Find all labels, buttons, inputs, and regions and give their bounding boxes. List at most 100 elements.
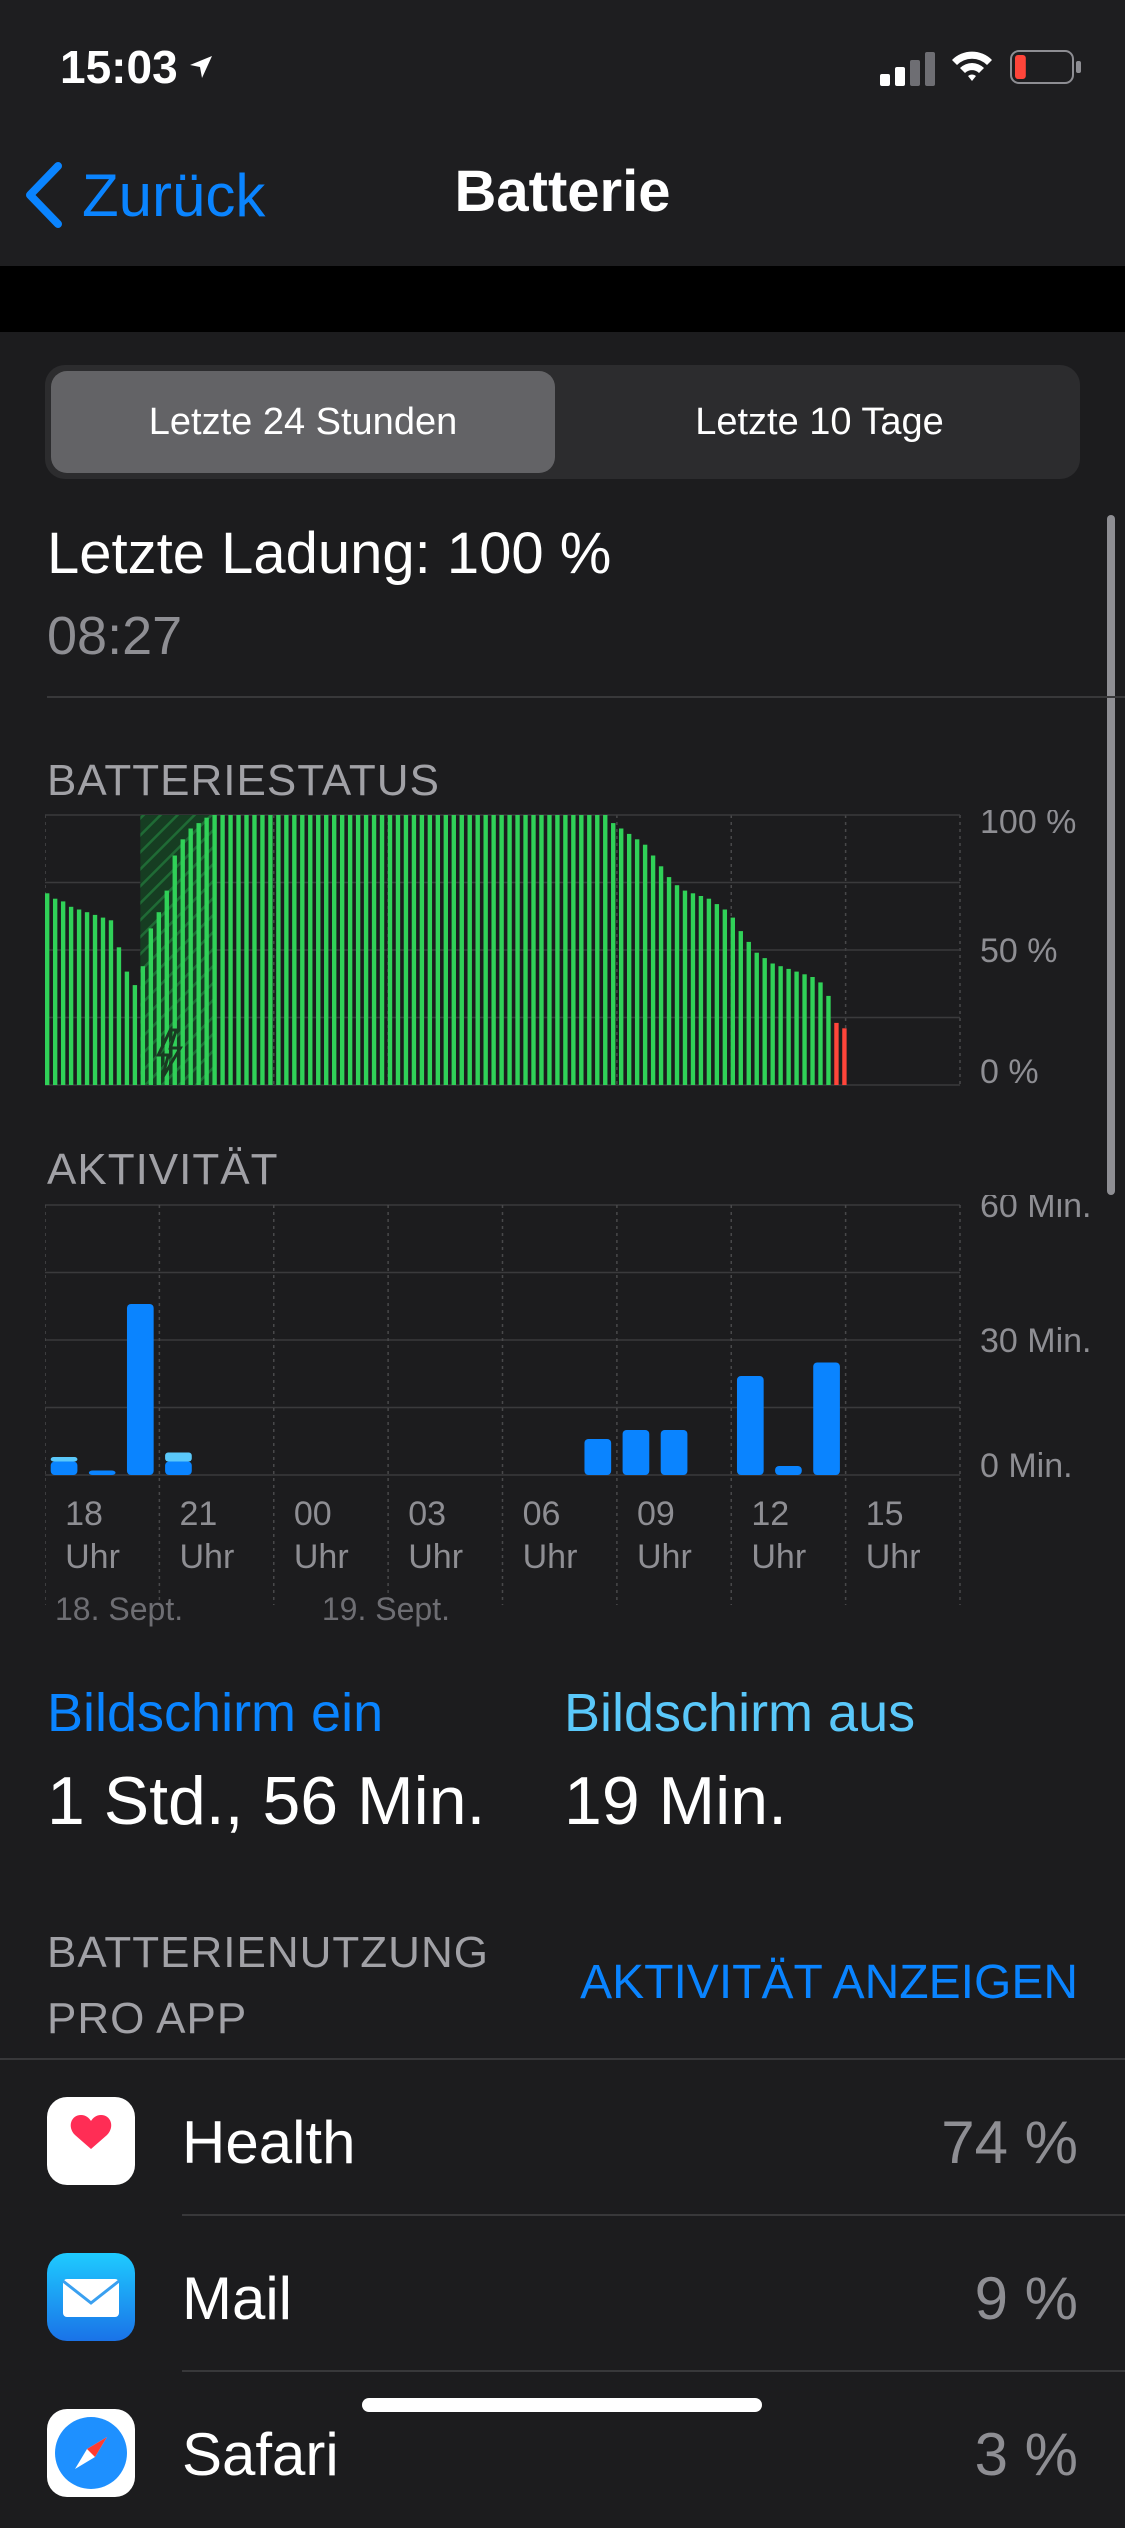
battery-bar [722, 909, 728, 1085]
battery-bar [116, 947, 122, 1085]
y-tick-label: 60 Min. [980, 1195, 1092, 1225]
x-tick-label: Uhr [866, 1538, 921, 1576]
battery-bar [252, 815, 257, 1085]
divider [182, 2370, 1125, 2372]
battery-bar [52, 898, 58, 1085]
battery-bar [84, 912, 90, 1085]
battery-bar [45, 893, 50, 1085]
battery-bar [555, 815, 560, 1085]
battery-bar [467, 815, 472, 1085]
x-tick-label: 09 [637, 1495, 675, 1533]
app-name: Health [182, 2109, 356, 2176]
battery-bar [523, 815, 528, 1085]
battery-bar [778, 966, 783, 1085]
x-tick-label: Uhr [408, 1538, 463, 1576]
battery-bar [196, 823, 201, 1085]
health-heart-icon [47, 2097, 135, 2185]
battery-bar [419, 815, 425, 1085]
battery-bar [746, 941, 751, 1085]
battery-bar [148, 928, 154, 1085]
last-charge-time: 08:27 [47, 606, 183, 666]
app-row-health[interactable]: Health 74 % [0, 2060, 1125, 2216]
app-usage-list: Health 74 % Mail 9 % Safari 3 % [0, 2058, 1125, 2497]
x-tick-label: Uhr [523, 1538, 578, 1576]
battery-bar [619, 828, 624, 1085]
divider [47, 696, 1125, 698]
battery-bar [132, 985, 138, 1085]
x-tick-label: 15 [866, 1495, 904, 1533]
divider [182, 2214, 1125, 2216]
tab-last-24-hours[interactable]: Letzte 24 Stunden [51, 371, 555, 473]
battery-bar [802, 974, 807, 1085]
battery-icon [1010, 50, 1082, 89]
battery-bar [483, 815, 488, 1085]
activity-chart: 60 Min. 30 Min. 0 Min. 18 Uhr 21 Uhr 00 Uhr 03 Uhr… [45, 1195, 1092, 1627]
battery-bar [626, 833, 632, 1085]
app-row-safari[interactable]: Safari 3 % [0, 2372, 1125, 2528]
scrollbar[interactable] [1107, 515, 1115, 1195]
activity-bar-screen-on [660, 1430, 688, 1475]
battery-bar [650, 855, 656, 1085]
x-tick-label: Uhr [751, 1538, 806, 1576]
x-tick-label: Uhr [637, 1538, 692, 1576]
tab-last-10-days[interactable]: Letzte 10 Tage [695, 401, 944, 443]
battery-bar [220, 815, 225, 1085]
x-tick-label: 12 [751, 1495, 789, 1533]
battery-bar [810, 977, 815, 1085]
battery-bar [268, 815, 273, 1085]
usage-header-line2: PRO APP [47, 1994, 248, 2043]
battery-bar [443, 815, 448, 1085]
location-arrow-icon [188, 54, 214, 85]
screen-off-label: Bildschirm aus [564, 1683, 916, 1743]
battery-bar [164, 890, 169, 1085]
y-tick-label: 0 Min. [980, 1447, 1073, 1485]
battery-bar [180, 839, 185, 1085]
app-row-mail[interactable]: Mail 9 % [0, 2216, 1125, 2372]
battery-bar [842, 1028, 847, 1085]
screen-off-value: 19 Min. [564, 1763, 787, 1839]
battery-bar [108, 920, 114, 1085]
battery-bar [284, 815, 289, 1085]
battery-bar [826, 995, 831, 1085]
y-tick-label: 0 % [980, 1053, 1039, 1091]
battery-bar [68, 906, 74, 1085]
safari-compass-icon [47, 2409, 135, 2497]
battery-bar [60, 901, 66, 1085]
battery-bar [499, 815, 504, 1085]
battery-bar [316, 815, 321, 1085]
section-separator [0, 266, 1125, 332]
time-range-segmented-control: Letzte 24 Stunden Letzte 10 Tage [45, 365, 1080, 479]
battery-bar [228, 815, 233, 1085]
battery-bar [236, 815, 241, 1085]
battery-bar [387, 815, 393, 1085]
battery-status-header: BATTERIESTATUS [47, 756, 440, 805]
back-button[interactable]: Zurück [24, 160, 265, 230]
x-tick-label: 00 [294, 1495, 332, 1533]
app-percent: 74 % [941, 2109, 1078, 2176]
activity-bar-screen-on [736, 1376, 764, 1475]
battery-bar [515, 815, 520, 1085]
home-indicator[interactable] [362, 2398, 762, 2412]
battery-bar [300, 815, 305, 1085]
battery-bar [611, 823, 616, 1085]
battery-bar [156, 912, 161, 1085]
battery-bar [411, 815, 417, 1085]
x-tick-label: Uhr [65, 1538, 120, 1576]
screen-on-value: 1 Std., 56 Min. [47, 1763, 486, 1839]
battery-bar [674, 885, 680, 1085]
battery-bar [762, 958, 767, 1085]
battery-bar [547, 815, 552, 1085]
battery-bar [595, 815, 600, 1085]
show-activity-button[interactable]: AKTIVITÄT ANZEIGEN [580, 1956, 1078, 2009]
battery-bar [172, 855, 177, 1085]
charging-bolt-icon [155, 1028, 183, 1079]
cellular-signal-icon [880, 52, 936, 91]
battery-bar [794, 971, 799, 1085]
usage-header-line1: BATTERIENUTZUNG [47, 1928, 489, 1977]
status-time: 15:03 [60, 41, 178, 93]
activity-bar-screen-off [165, 1452, 192, 1462]
x-tick-label: 21 [180, 1495, 218, 1533]
x-tick-label: Uhr [180, 1538, 235, 1576]
battery-bar [204, 817, 209, 1085]
battery-level-chart: 100 % 50 % 0 % [45, 810, 1076, 1091]
